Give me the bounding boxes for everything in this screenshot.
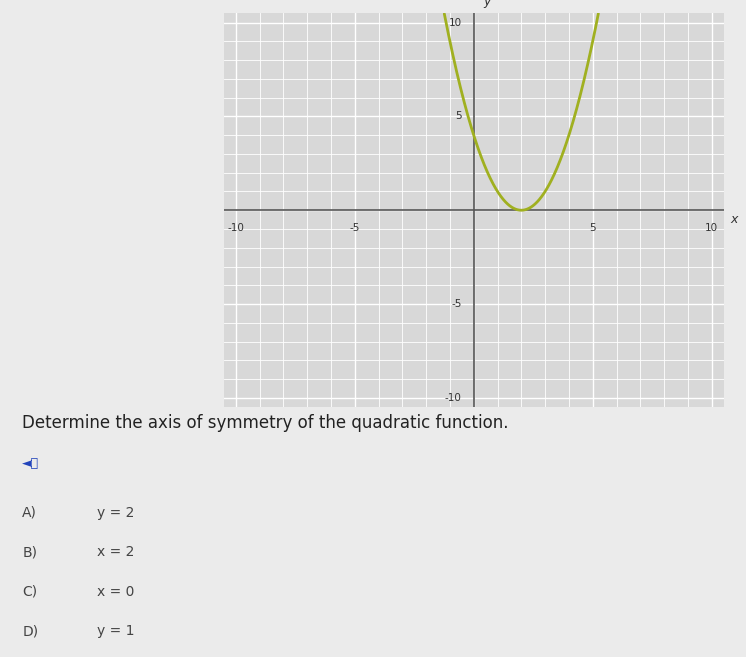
Text: 5: 5 [455,112,462,122]
Text: -10: -10 [228,223,244,233]
Text: 10: 10 [448,18,462,28]
Text: y = 2: y = 2 [97,506,134,520]
Text: D): D) [22,624,39,638]
Text: y = 1: y = 1 [97,624,134,638]
Text: 10: 10 [705,223,718,233]
Text: -5: -5 [350,223,360,233]
Text: B): B) [22,545,37,559]
Text: y: y [483,0,491,7]
Text: 5: 5 [589,223,596,233]
Text: x = 2: x = 2 [97,545,134,559]
Text: -5: -5 [451,299,462,309]
Text: -10: -10 [445,393,462,403]
Text: ◄⧗: ◄⧗ [22,457,40,470]
Text: C): C) [22,585,37,599]
Text: Determine the axis of symmetry of the quadratic function.: Determine the axis of symmetry of the qu… [22,414,509,432]
Text: x = 0: x = 0 [97,585,134,599]
Text: A): A) [22,506,37,520]
Text: x: x [731,213,738,226]
